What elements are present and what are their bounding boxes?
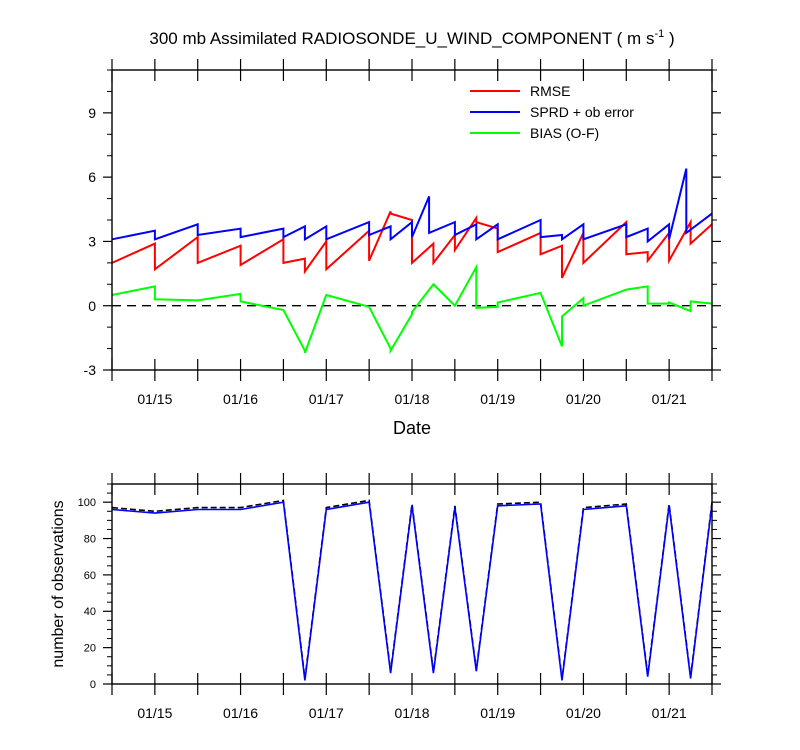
y-tick-label: 3 [88, 233, 96, 249]
series-line-observations [111, 501, 713, 681]
x-tick-label: 01/20 [566, 391, 601, 407]
x-tick-label: 01/19 [480, 705, 515, 721]
rmse-spread-bias-panel: -3 0 3 6 9 01/15 01/16 01/17 01/18 01/19 01/20 01/2… [84, 59, 721, 438]
bottom-plot-frame [111, 483, 713, 685]
x-tick-label: 01/17 [309, 705, 344, 721]
x-tick-label: 01/15 [137, 705, 172, 721]
x-tick-label: 01/18 [394, 705, 429, 721]
y-tick-label: 0 [88, 298, 96, 314]
legend-item-spread: SPRD + ob error [470, 104, 634, 120]
y-tick-label: 6 [88, 169, 96, 185]
chart-title: 300 mb Assimilated RADIOSONDE_U_WIND_COM… [149, 28, 674, 48]
series-line-observations-dashed [111, 499, 713, 679]
x-tick-label: 01/17 [309, 391, 344, 407]
x-tick-label: 01/18 [394, 391, 429, 407]
y-tick-label: 0 [90, 679, 96, 691]
legend-item-bias: BIAS (O-F) [470, 125, 599, 141]
x-tick-label: 01/19 [480, 391, 515, 407]
x-tick-label: 01/16 [223, 705, 258, 721]
series-line-bias-o-f [111, 263, 713, 355]
y-tick-label: 20 [84, 643, 96, 655]
legend-label-spread: SPRD + ob error [530, 104, 634, 120]
y-tick-label: 80 [84, 534, 96, 546]
x-tick-label: 01/21 [652, 391, 687, 407]
x-tick-label: 01/20 [566, 705, 601, 721]
x-tick-label: 01/21 [652, 705, 687, 721]
y-tick-label: 60 [84, 570, 96, 582]
x-tick-label: 01/16 [223, 391, 258, 407]
x-tick-label: 01/15 [137, 391, 172, 407]
series-line-sprd-ob-error [111, 168, 713, 244]
legend: RMSE SPRD + ob error BIAS (O-F) [470, 83, 634, 141]
y-tick-label: -3 [84, 362, 97, 378]
y-tick-label: 100 [78, 497, 96, 509]
x-axis-label: Date [393, 418, 431, 438]
y-tick-label: 40 [84, 606, 96, 618]
series-line-rmse [111, 211, 713, 279]
observation-count-panel: 0 20 40 60 80 100 01/15 01/16 01/17 01/18 01/19 01/… [50, 473, 721, 721]
y-axis-label-observations: number of observations [50, 500, 67, 667]
y-tick-label: 9 [88, 105, 96, 121]
legend-label-bias: BIAS (O-F) [530, 125, 599, 141]
legend-label-rmse: RMSE [530, 83, 570, 99]
legend-item-rmse: RMSE [470, 83, 570, 99]
